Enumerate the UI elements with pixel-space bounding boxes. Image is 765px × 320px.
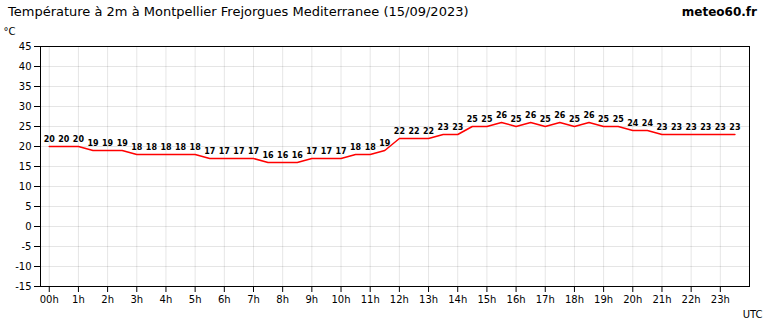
svg-text:17h: 17h: [536, 294, 555, 305]
svg-text:19: 19: [87, 139, 99, 148]
svg-text:00h: 00h: [40, 294, 59, 305]
svg-text:25: 25: [540, 115, 552, 124]
svg-text:11h: 11h: [361, 294, 380, 305]
svg-text:35: 35: [19, 81, 32, 92]
svg-text:5: 5: [25, 201, 31, 212]
svg-text:16: 16: [277, 151, 289, 160]
svg-text:21h: 21h: [652, 294, 671, 305]
svg-text:1h: 1h: [72, 294, 85, 305]
svg-text:10: 10: [19, 181, 32, 192]
svg-text:17: 17: [219, 147, 230, 156]
svg-text:5h: 5h: [189, 294, 202, 305]
svg-text:23: 23: [438, 123, 449, 132]
svg-text:18h: 18h: [565, 294, 584, 305]
svg-text:18: 18: [160, 143, 172, 152]
svg-text:20: 20: [44, 135, 56, 144]
svg-text:22h: 22h: [682, 294, 701, 305]
svg-text:20h: 20h: [623, 294, 642, 305]
svg-text:9h: 9h: [305, 294, 318, 305]
svg-text:25: 25: [467, 115, 479, 124]
svg-text:19: 19: [102, 139, 114, 148]
svg-text:20: 20: [19, 141, 32, 152]
svg-text:26: 26: [496, 111, 508, 120]
svg-text:40: 40: [19, 61, 32, 72]
svg-text:20: 20: [73, 135, 85, 144]
svg-text:17: 17: [335, 147, 346, 156]
svg-text:26: 26: [583, 111, 595, 120]
svg-text:17: 17: [233, 147, 244, 156]
svg-text:-15: -15: [15, 281, 31, 292]
svg-text:23: 23: [656, 123, 667, 132]
svg-text:0: 0: [25, 221, 31, 232]
svg-text:15h: 15h: [477, 294, 496, 305]
svg-text:6h: 6h: [218, 294, 231, 305]
svg-text:24: 24: [627, 119, 639, 128]
svg-text:17: 17: [248, 147, 259, 156]
svg-text:12h: 12h: [390, 294, 409, 305]
svg-text:18: 18: [190, 143, 202, 152]
svg-text:22: 22: [394, 127, 405, 136]
html-text:Température à 2m à Montpellier: Température à 2m à Montpellier Frejorgue…: [8, 4, 469, 19]
svg-text:7h: 7h: [247, 294, 260, 305]
svg-text:10h: 10h: [331, 294, 350, 305]
svg-text:22: 22: [423, 127, 434, 136]
svg-text:25: 25: [598, 115, 610, 124]
svg-text:20: 20: [58, 135, 70, 144]
svg-text:16: 16: [292, 151, 304, 160]
svg-text:45: 45: [19, 41, 32, 52]
html-text:meteo60.fr: meteo60.fr: [681, 5, 757, 19]
svg-text:13h: 13h: [419, 294, 438, 305]
svg-text:25: 25: [481, 115, 493, 124]
svg-text:14h: 14h: [448, 294, 467, 305]
svg-text:23: 23: [700, 123, 711, 132]
svg-text:-10: -10: [15, 261, 31, 272]
svg-text:24: 24: [642, 119, 654, 128]
svg-text:26: 26: [525, 111, 537, 120]
svg-text:-5: -5: [22, 241, 32, 252]
svg-text:18: 18: [146, 143, 158, 152]
svg-text:17: 17: [204, 147, 215, 156]
svg-text:23: 23: [686, 123, 697, 132]
svg-text:26: 26: [554, 111, 566, 120]
svg-text:17: 17: [321, 147, 332, 156]
svg-text:UTC: UTC: [743, 309, 763, 320]
svg-text:2h: 2h: [101, 294, 114, 305]
svg-text:23: 23: [671, 123, 682, 132]
svg-text:23h: 23h: [711, 294, 730, 305]
svg-text:25: 25: [511, 115, 523, 124]
svg-text:22: 22: [408, 127, 419, 136]
svg-text:18: 18: [365, 143, 377, 152]
svg-text:16h: 16h: [507, 294, 526, 305]
svg-text:°C: °C: [4, 26, 16, 37]
svg-text:19: 19: [379, 139, 391, 148]
svg-text:18: 18: [175, 143, 187, 152]
svg-text:17: 17: [306, 147, 317, 156]
svg-text:30: 30: [19, 101, 32, 112]
svg-text:25: 25: [613, 115, 625, 124]
svg-text:18: 18: [350, 143, 362, 152]
svg-text:23: 23: [715, 123, 726, 132]
svg-text:25: 25: [19, 121, 32, 132]
svg-text:19h: 19h: [594, 294, 613, 305]
svg-text:19: 19: [117, 139, 129, 148]
svg-text:8h: 8h: [276, 294, 289, 305]
svg-text:18: 18: [131, 143, 143, 152]
svg-text:15: 15: [19, 161, 32, 172]
svg-text:23: 23: [452, 123, 463, 132]
svg-text:23: 23: [729, 123, 740, 132]
svg-text:3h: 3h: [130, 294, 143, 305]
svg-text:16: 16: [263, 151, 275, 160]
svg-text:25: 25: [569, 115, 581, 124]
svg-text:4h: 4h: [160, 294, 173, 305]
